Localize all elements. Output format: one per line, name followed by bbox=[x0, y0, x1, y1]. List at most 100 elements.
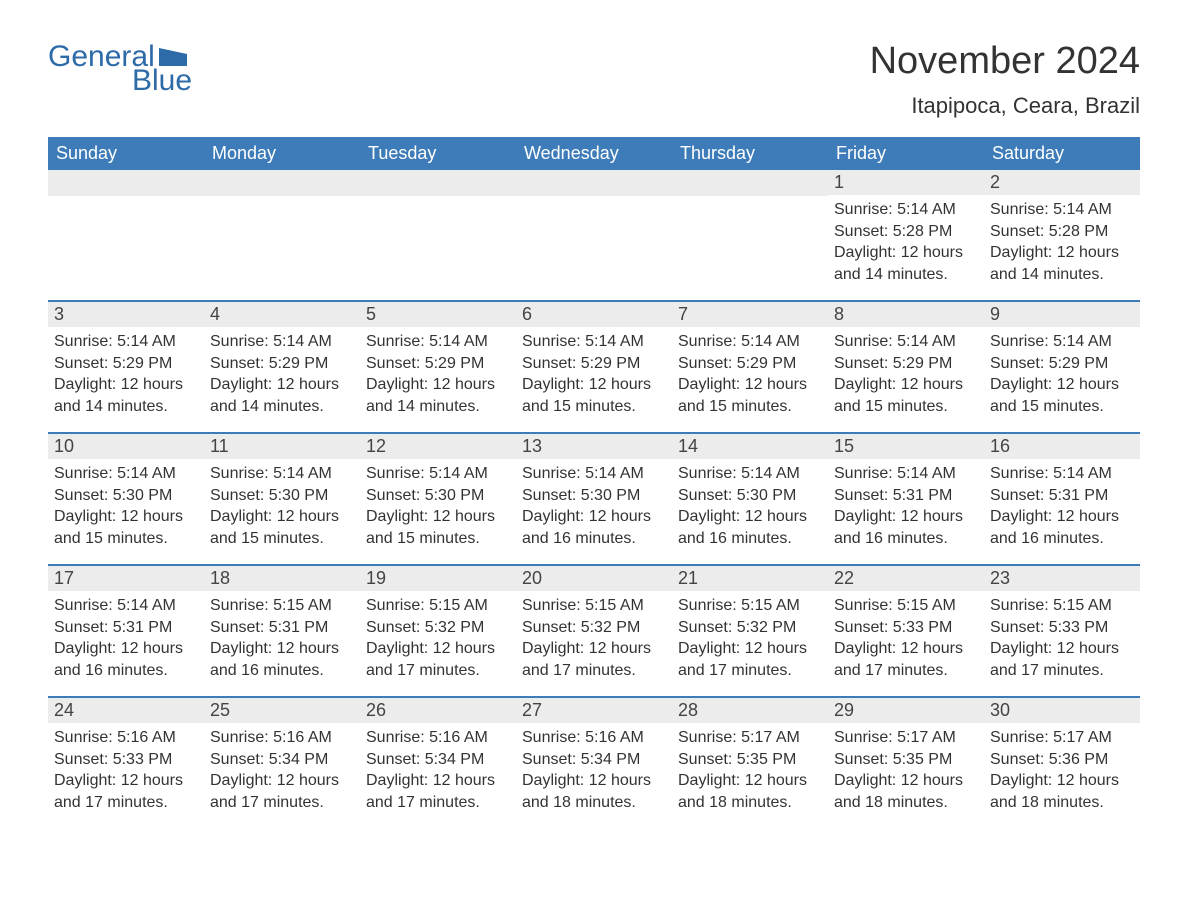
day-details: Sunrise: 5:14 AMSunset: 5:31 PMDaylight:… bbox=[828, 459, 984, 559]
day-details: Sunrise: 5:15 AMSunset: 5:31 PMDaylight:… bbox=[204, 591, 360, 691]
sunset-line: Sunset: 5:35 PM bbox=[834, 749, 978, 771]
day-number: 8 bbox=[828, 302, 984, 327]
sunset-line: Sunset: 5:33 PM bbox=[54, 749, 198, 771]
daylight-line: Daylight: 12 hours and 15 minutes. bbox=[366, 506, 510, 549]
day-cell: 5Sunrise: 5:14 AMSunset: 5:29 PMDaylight… bbox=[360, 302, 516, 432]
day-cell: 16Sunrise: 5:14 AMSunset: 5:31 PMDayligh… bbox=[984, 434, 1140, 564]
sunset-line: Sunset: 5:28 PM bbox=[834, 221, 978, 243]
daylight-line: Daylight: 12 hours and 15 minutes. bbox=[54, 506, 198, 549]
sunrise-line: Sunrise: 5:14 AM bbox=[678, 331, 822, 353]
sunrise-line: Sunrise: 5:14 AM bbox=[834, 199, 978, 221]
day-details: Sunrise: 5:14 AMSunset: 5:31 PMDaylight:… bbox=[984, 459, 1140, 559]
sunset-line: Sunset: 5:32 PM bbox=[366, 617, 510, 639]
day-cell: 26Sunrise: 5:16 AMSunset: 5:34 PMDayligh… bbox=[360, 698, 516, 828]
sunset-line: Sunset: 5:33 PM bbox=[834, 617, 978, 639]
day-number: 23 bbox=[984, 566, 1140, 591]
sunset-line: Sunset: 5:34 PM bbox=[366, 749, 510, 771]
daylight-line: Daylight: 12 hours and 16 minutes. bbox=[678, 506, 822, 549]
day-details: Sunrise: 5:16 AMSunset: 5:34 PMDaylight:… bbox=[360, 723, 516, 823]
daylight-line: Daylight: 12 hours and 17 minutes. bbox=[210, 770, 354, 813]
day-details: Sunrise: 5:15 AMSunset: 5:32 PMDaylight:… bbox=[360, 591, 516, 691]
day-cell: 11Sunrise: 5:14 AMSunset: 5:30 PMDayligh… bbox=[204, 434, 360, 564]
day-number: 2 bbox=[984, 170, 1140, 195]
page-header: General Blue November 2024 Itapipoca, Ce… bbox=[48, 40, 1140, 119]
day-number: 14 bbox=[672, 434, 828, 459]
weekday-header: Tuesday bbox=[360, 137, 516, 170]
day-cell: 20Sunrise: 5:15 AMSunset: 5:32 PMDayligh… bbox=[516, 566, 672, 696]
day-number: 21 bbox=[672, 566, 828, 591]
calendar-grid: SundayMondayTuesdayWednesdayThursdayFrid… bbox=[48, 137, 1140, 828]
day-cell: 8Sunrise: 5:14 AMSunset: 5:29 PMDaylight… bbox=[828, 302, 984, 432]
empty-day-bar bbox=[48, 170, 204, 196]
empty-day-bar bbox=[516, 170, 672, 196]
daylight-line: Daylight: 12 hours and 18 minutes. bbox=[990, 770, 1134, 813]
empty-day-bar bbox=[360, 170, 516, 196]
daylight-line: Daylight: 12 hours and 15 minutes. bbox=[834, 374, 978, 417]
sunset-line: Sunset: 5:30 PM bbox=[366, 485, 510, 507]
day-cell bbox=[360, 170, 516, 300]
sunset-line: Sunset: 5:33 PM bbox=[990, 617, 1134, 639]
sunset-line: Sunset: 5:31 PM bbox=[210, 617, 354, 639]
day-number: 16 bbox=[984, 434, 1140, 459]
day-number: 6 bbox=[516, 302, 672, 327]
sunrise-line: Sunrise: 5:16 AM bbox=[366, 727, 510, 749]
logo: General Blue bbox=[48, 40, 192, 98]
daylight-line: Daylight: 12 hours and 16 minutes. bbox=[54, 638, 198, 681]
sunset-line: Sunset: 5:35 PM bbox=[678, 749, 822, 771]
day-details: Sunrise: 5:15 AMSunset: 5:33 PMDaylight:… bbox=[828, 591, 984, 691]
daylight-line: Daylight: 12 hours and 14 minutes. bbox=[210, 374, 354, 417]
day-number: 17 bbox=[48, 566, 204, 591]
day-details: Sunrise: 5:16 AMSunset: 5:34 PMDaylight:… bbox=[204, 723, 360, 823]
day-details: Sunrise: 5:15 AMSunset: 5:32 PMDaylight:… bbox=[516, 591, 672, 691]
sunrise-line: Sunrise: 5:14 AM bbox=[54, 595, 198, 617]
day-details: Sunrise: 5:14 AMSunset: 5:29 PMDaylight:… bbox=[48, 327, 204, 427]
sunset-line: Sunset: 5:29 PM bbox=[210, 353, 354, 375]
day-number: 13 bbox=[516, 434, 672, 459]
sunrise-line: Sunrise: 5:15 AM bbox=[522, 595, 666, 617]
daylight-line: Daylight: 12 hours and 17 minutes. bbox=[54, 770, 198, 813]
week-row: 17 Sunrise: 5:14 AM Sunset: 5:31 PM Dayligh… bbox=[48, 564, 1140, 696]
day-cell: 17Sunrise: 5:14 AMSunset: 5:31 PMDayligh… bbox=[48, 566, 204, 696]
day-number: 15 bbox=[828, 434, 984, 459]
sunrise-line: Sunrise: 5:14 AM bbox=[990, 331, 1134, 353]
day-number: 7 bbox=[672, 302, 828, 327]
day-details: Sunrise: 5:17 AMSunset: 5:36 PMDaylight:… bbox=[984, 723, 1140, 823]
sunrise-line: Sunrise: 5:14 AM bbox=[366, 331, 510, 353]
day-details: Sunrise: 5:14 AMSunset: 5:29 PMDaylight:… bbox=[672, 327, 828, 427]
sunrise-line: Sunrise: 5:14 AM bbox=[834, 463, 978, 485]
day-number: 25 bbox=[204, 698, 360, 723]
day-cell: 2Sunrise: 5:14 AMSunset: 5:28 PMDaylight… bbox=[984, 170, 1140, 300]
week-row: 24Sunrise: 5:16 AMSunset: 5:33 PMDayligh… bbox=[48, 696, 1140, 828]
sunset-line: Sunset: 5:32 PM bbox=[522, 617, 666, 639]
day-cell: 18Sunrise: 5:15 AMSunset: 5:31 PMDayligh… bbox=[204, 566, 360, 696]
daylight-line: Daylight: 12 hours and 15 minutes. bbox=[990, 374, 1134, 417]
sunrise-line: Sunrise: 5:14 AM bbox=[210, 463, 354, 485]
daylight-line: Daylight: 12 hours and 18 minutes. bbox=[678, 770, 822, 813]
day-number: 4 bbox=[204, 302, 360, 327]
day-number: 11 bbox=[204, 434, 360, 459]
sunrise-line: Sunrise: 5:14 AM bbox=[834, 331, 978, 353]
weekday-header: Thursday bbox=[672, 137, 828, 170]
daylight-line: Daylight: 12 hours and 17 minutes. bbox=[990, 638, 1134, 681]
daylight-line: Daylight: 12 hours and 14 minutes. bbox=[834, 242, 978, 285]
day-number: 5 bbox=[360, 302, 516, 327]
day-cell: 29Sunrise: 5:17 AMSunset: 5:35 PMDayligh… bbox=[828, 698, 984, 828]
day-details: Sunrise: 5:14 AMSunset: 5:28 PMDaylight:… bbox=[828, 195, 984, 295]
day-cell: 13Sunrise: 5:14 AMSunset: 5:30 PMDayligh… bbox=[516, 434, 672, 564]
day-cell: 9Sunrise: 5:14 AMSunset: 5:29 PMDaylight… bbox=[984, 302, 1140, 432]
day-cell: 1Sunrise: 5:14 AMSunset: 5:28 PMDaylight… bbox=[828, 170, 984, 300]
day-number: 10 bbox=[48, 434, 204, 459]
sunrise-line: Sunrise: 5:14 AM bbox=[54, 463, 198, 485]
daylight-line: Daylight: 12 hours and 17 minutes. bbox=[522, 638, 666, 681]
sunrise-line: Sunrise: 5:14 AM bbox=[54, 331, 198, 353]
day-cell: 4Sunrise: 5:14 AMSunset: 5:29 PMDaylight… bbox=[204, 302, 360, 432]
day-details: Sunrise: 5:14 AMSunset: 5:30 PMDaylight:… bbox=[360, 459, 516, 559]
day-cell: 3Sunrise: 5:14 AMSunset: 5:29 PMDaylight… bbox=[48, 302, 204, 432]
day-cell: 15Sunrise: 5:14 AMSunset: 5:31 PMDayligh… bbox=[828, 434, 984, 564]
sunset-line: Sunset: 5:36 PM bbox=[990, 749, 1134, 771]
sunset-line: Sunset: 5:29 PM bbox=[990, 353, 1134, 375]
sunset-line: Sunset: 5:32 PM bbox=[678, 617, 822, 639]
day-number: 22 bbox=[828, 566, 984, 591]
sunrise-line: Sunrise: 5:16 AM bbox=[210, 727, 354, 749]
day-cell: 7Sunrise: 5:14 AMSunset: 5:29 PMDaylight… bbox=[672, 302, 828, 432]
